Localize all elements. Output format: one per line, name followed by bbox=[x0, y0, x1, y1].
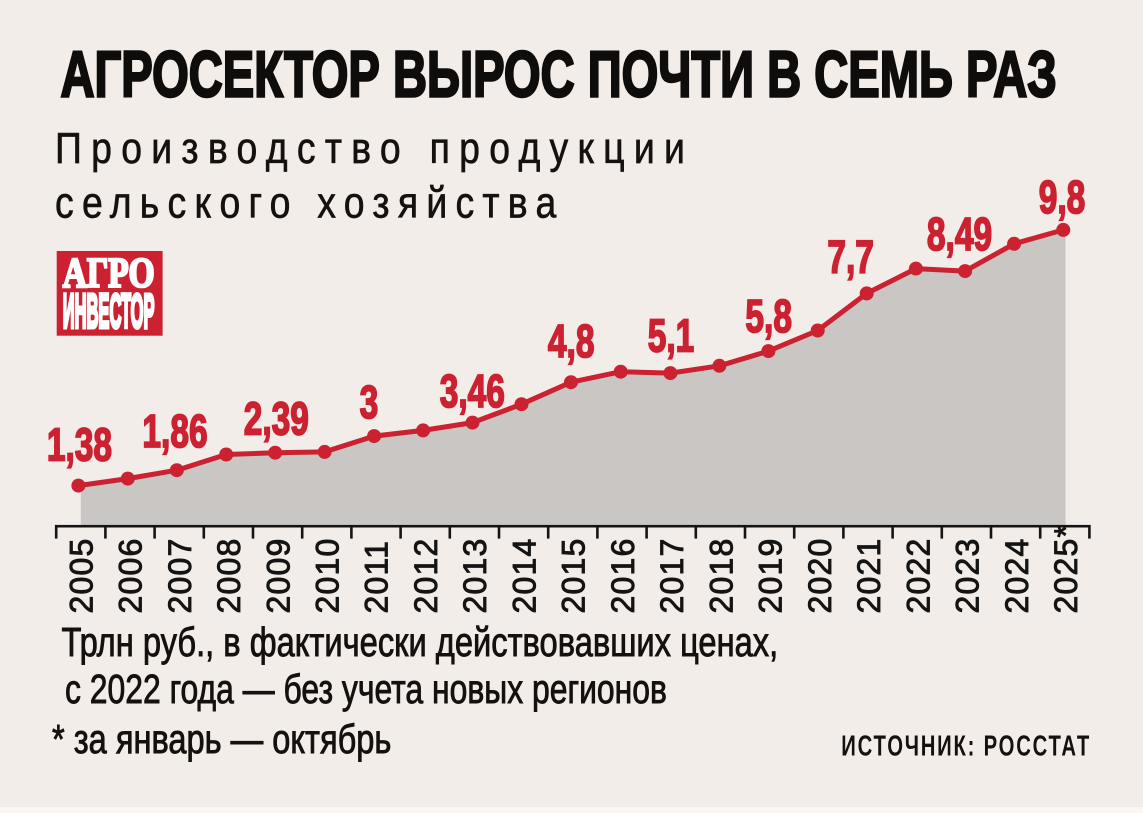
svg-text:3: 3 bbox=[360, 376, 379, 429]
svg-text:2025*: 2025* bbox=[1048, 524, 1084, 614]
svg-text:2020: 2020 bbox=[802, 538, 838, 614]
svg-text:АГРОСЕКТОР ВЫРОС ПОЧТИ В СЕМЬ: АГРОСЕКТОР ВЫРОС ПОЧТИ В СЕМЬ РАЗ bbox=[61, 39, 1057, 111]
svg-text:2022: 2022 bbox=[900, 538, 936, 614]
svg-text:2023: 2023 bbox=[950, 538, 986, 614]
svg-text:2012: 2012 bbox=[408, 538, 444, 614]
svg-text:2005: 2005 bbox=[63, 538, 99, 614]
svg-text:2019: 2019 bbox=[753, 538, 789, 614]
svg-text:2011: 2011 bbox=[359, 540, 395, 614]
svg-text:1,38: 1,38 bbox=[47, 418, 112, 471]
svg-text:2021: 2021 bbox=[851, 538, 887, 614]
svg-text:9,8: 9,8 bbox=[1039, 171, 1086, 224]
svg-text:2014: 2014 bbox=[507, 538, 543, 614]
svg-text:8,49: 8,49 bbox=[927, 207, 992, 260]
svg-text:4,8: 4,8 bbox=[548, 315, 595, 368]
svg-text:Трлн руб., в фактически действ: Трлн руб., в фактически действовавших це… bbox=[62, 619, 779, 665]
svg-text:2024: 2024 bbox=[999, 538, 1035, 614]
svg-text:2017: 2017 bbox=[654, 538, 690, 614]
svg-text:2016: 2016 bbox=[605, 538, 641, 614]
svg-text:3,46: 3,46 bbox=[440, 365, 505, 418]
svg-text:2007: 2007 bbox=[162, 538, 198, 614]
svg-text:2013: 2013 bbox=[457, 538, 493, 614]
svg-text:Производство продукции: Производство продукции bbox=[55, 123, 694, 173]
svg-text:7,7: 7,7 bbox=[827, 230, 874, 283]
svg-text:* за январь — октябрь: * за январь — октябрь bbox=[52, 715, 391, 761]
svg-text:2008: 2008 bbox=[211, 538, 247, 614]
svg-text:ИНВЕСТОР: ИНВЕСТОР bbox=[63, 285, 155, 338]
svg-text:2010: 2010 bbox=[310, 538, 346, 614]
svg-text:ИСТОЧНИК: РОССТАТ: ИСТОЧНИК: РОССТАТ bbox=[841, 731, 1091, 762]
svg-text:сельского хозяйства: сельского хозяйства bbox=[55, 178, 565, 228]
svg-text:1,86: 1,86 bbox=[142, 405, 207, 458]
svg-text:2006: 2006 bbox=[113, 538, 149, 614]
svg-text:с 2022 года — без учета новых: с 2022 года — без учета новых регионов bbox=[65, 666, 667, 712]
svg-text:2009: 2009 bbox=[260, 538, 296, 614]
svg-text:АГРО: АГРО bbox=[63, 251, 155, 297]
svg-text:2,39: 2,39 bbox=[244, 392, 309, 445]
svg-text:2018: 2018 bbox=[703, 538, 739, 614]
svg-text:2015: 2015 bbox=[556, 538, 592, 614]
svg-text:5,8: 5,8 bbox=[745, 290, 792, 343]
svg-text:5,1: 5,1 bbox=[648, 309, 695, 362]
